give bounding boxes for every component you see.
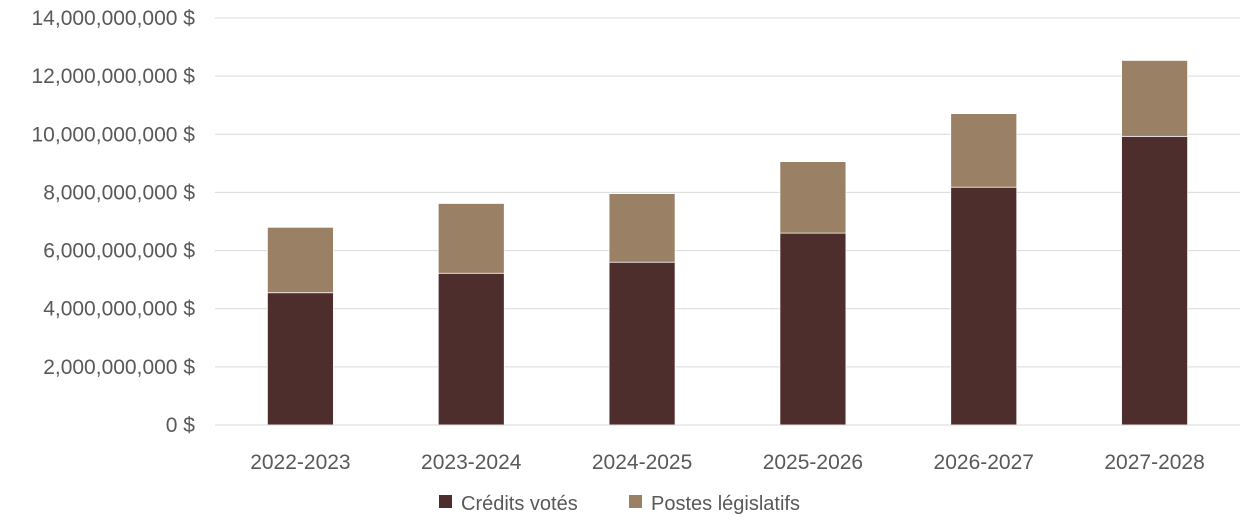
y-tick-label: 12,000,000,000 $ [32, 65, 196, 88]
bar-segment-postes-legislatifs [950, 113, 1018, 188]
bar-segment-credits-votes [608, 261, 676, 426]
x-tick-label: 2025-2026 [763, 451, 863, 474]
bar-segment-postes-legislatifs [608, 193, 676, 263]
x-tick-label: 2024-2025 [592, 451, 692, 474]
legend-label-postes-legislatifs: Postes législatifs [651, 493, 800, 515]
x-tick-label: 2027-2028 [1104, 451, 1204, 474]
y-axis-ticks: 0 $ 2,000,000,000 $ 4,000,000,000 $ 6,000,0… [32, 7, 196, 437]
legend-swatch-postes-legislatifs [629, 495, 642, 508]
y-tick-label: 4,000,000,000 $ [43, 298, 195, 321]
bar-segment-postes-legislatifs [1121, 60, 1188, 137]
x-tick-label: 2026-2027 [934, 451, 1034, 474]
bar-segment-credits-votes [437, 272, 505, 426]
y-tick-label: 14,000,000,000 $ [32, 7, 196, 30]
y-tick-label: 2,000,000,000 $ [43, 356, 195, 379]
x-axis-ticks: 2022-2023 2023-2024 2024-2025 2025-2026 2026… [250, 451, 1205, 474]
y-tick-label: 10,000,000,000 $ [32, 123, 196, 146]
bar-segment-credits-votes [267, 292, 334, 426]
legend-swatch-credits-votes [439, 495, 452, 508]
legend-label-credits-votes: Crédits votés [461, 493, 578, 515]
bar-segment-credits-votes [779, 232, 847, 426]
y-tick-label: 6,000,000,000 $ [43, 240, 195, 263]
bar-segment-credits-votes [1121, 135, 1188, 426]
x-tick-label: 2022-2023 [250, 451, 350, 474]
x-tick-label: 2023-2024 [421, 451, 522, 474]
y-tick-label: 0 $ [166, 414, 196, 437]
bar-segment-postes-legislatifs [267, 226, 334, 294]
bar-segment-postes-legislatifs [437, 203, 505, 274]
bar-segment-credits-votes [950, 186, 1018, 426]
y-tick-label: 8,000,000,000 $ [43, 181, 195, 204]
bar-segment-postes-legislatifs [779, 161, 847, 234]
legend: Crédits votés Postes législatifs [439, 493, 800, 515]
gridlines [215, 17, 1240, 368]
bars [267, 60, 1188, 426]
